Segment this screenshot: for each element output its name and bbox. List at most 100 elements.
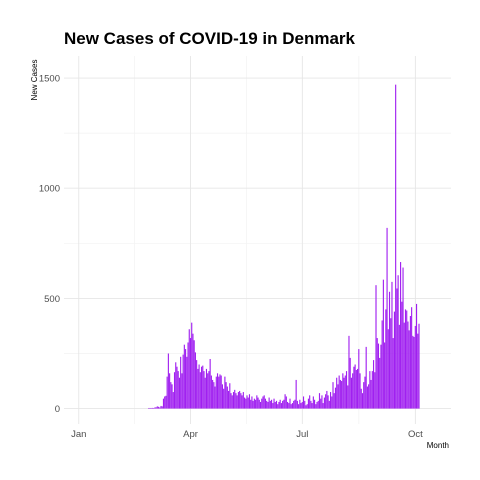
bar: [278, 401, 280, 409]
bar: [312, 396, 314, 409]
bar: [364, 376, 366, 409]
bar: [409, 316, 411, 409]
bar: [325, 394, 327, 409]
bar: [215, 376, 217, 409]
bar: [318, 393, 321, 409]
bar: [177, 371, 179, 409]
bar: [252, 400, 254, 409]
bar: [327, 395, 329, 409]
bar: [411, 307, 413, 409]
bar: [259, 401, 262, 409]
bar: [307, 398, 310, 409]
bar: [282, 400, 284, 409]
bar: [210, 375, 212, 409]
bar: [224, 376, 226, 409]
bar: [232, 392, 235, 409]
bar: [149, 407, 151, 409]
bar: [230, 393, 232, 409]
bar: [153, 407, 155, 409]
bar: [388, 291, 391, 409]
bar: [368, 384, 370, 409]
bar: [170, 382, 172, 409]
bar: [283, 399, 285, 409]
bar: [275, 400, 278, 409]
bar: [369, 371, 371, 409]
bar: [271, 399, 273, 409]
bar: [344, 375, 346, 409]
bar: [298, 404, 300, 409]
bar: [370, 379, 372, 409]
bar: [255, 399, 257, 409]
bar: [279, 399, 281, 409]
bar: [331, 396, 333, 409]
bar: [311, 403, 313, 409]
bar: [203, 371, 205, 409]
bar: [251, 396, 253, 409]
bar: [236, 395, 238, 409]
bar: [305, 405, 307, 409]
bar: [302, 396, 305, 409]
bar: [334, 387, 337, 409]
bar: [326, 390, 328, 409]
bar: [185, 349, 187, 409]
bar: [350, 377, 353, 409]
bar: [309, 395, 311, 409]
bar: [400, 262, 402, 409]
x-axis-ticks: Jan Apr Jul Oct: [71, 429, 423, 440]
bar: [294, 399, 296, 409]
bar: [359, 373, 361, 409]
bar: [299, 399, 301, 409]
bar: [192, 333, 194, 409]
bar: [159, 407, 161, 409]
bar: [408, 330, 410, 409]
bar: [401, 301, 403, 409]
bar: [365, 346, 367, 409]
bar: [229, 383, 231, 409]
bar: [336, 377, 338, 409]
bar: [286, 401, 289, 409]
y-axis-ticks: 0 500 1000 1500: [39, 74, 60, 416]
bar: [169, 373, 171, 409]
bar: [269, 400, 271, 409]
bar: [404, 309, 407, 409]
bar: [310, 400, 312, 409]
bar: [267, 401, 269, 409]
bar: [377, 343, 380, 409]
bar: [205, 368, 208, 409]
bar: [240, 393, 242, 409]
bar: [385, 309, 387, 409]
bar: [198, 364, 200, 409]
bar: [176, 366, 178, 409]
bar: [243, 397, 246, 409]
chart-title: New Cases of COVID-19 in Denmark: [64, 29, 356, 48]
bar: [189, 338, 192, 409]
bar: [204, 377, 206, 409]
bar: [193, 340, 195, 409]
bar: [372, 360, 375, 409]
bar: [268, 397, 270, 409]
bar: [381, 320, 383, 409]
bar: [272, 403, 274, 409]
bar: [220, 375, 222, 409]
bar: [181, 373, 183, 409]
bar: [202, 365, 204, 409]
bar: [277, 404, 279, 409]
bar: [387, 329, 389, 409]
bar: [213, 382, 215, 409]
bar: [188, 329, 190, 409]
bar: [371, 371, 373, 409]
bar: [248, 394, 251, 409]
bar: [321, 395, 323, 409]
bar: [393, 311, 396, 409]
bar: [412, 335, 414, 409]
bar: [225, 382, 227, 409]
bar: [315, 404, 317, 409]
bar: [161, 406, 163, 409]
bar: [172, 392, 174, 409]
bar: [157, 406, 160, 409]
bar: [253, 398, 255, 409]
bar: [366, 386, 368, 409]
x-tick-label: Jul: [296, 429, 308, 440]
y-tick-label: 0: [55, 404, 60, 415]
bar: [352, 373, 354, 409]
